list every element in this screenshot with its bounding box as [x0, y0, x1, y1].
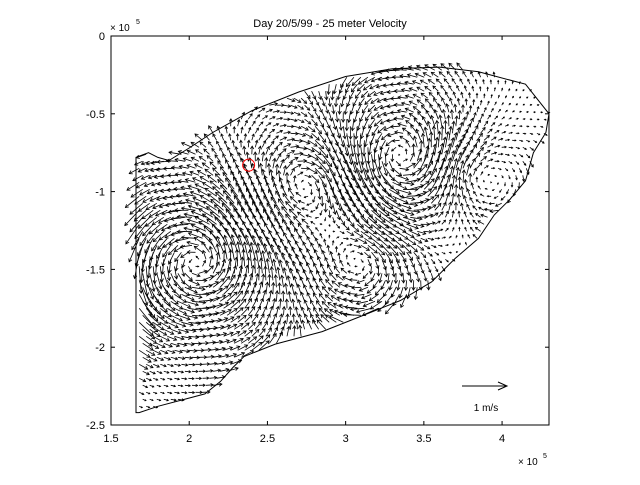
velocity-arrow-shaft: [354, 133, 355, 147]
velocity-arrow: [523, 90, 524, 92]
velocity-arrow: [519, 97, 520, 98]
velocity-arrow-shaft: [273, 283, 274, 295]
velocity-arrow-shaft: [364, 140, 365, 156]
velocity-arrow: [495, 175, 497, 176]
velocity-arrow-shaft: [266, 158, 267, 169]
velocity-arrow-shaft: [279, 283, 280, 294]
velocity-arrow: [516, 104, 518, 105]
velocity-arrow-shaft: [403, 273, 404, 283]
velocity-arrow-shaft: [259, 266, 260, 281]
velocity-arrow-shaft: [172, 203, 185, 204]
velocity-arrow-shaft: [386, 154, 387, 166]
velocity-arrow: [526, 97, 528, 98]
velocity-arrow: [523, 104, 525, 105]
velocity-arrow: [456, 252, 458, 253]
chart-title: Day 20/5/99 - 25 meter Velocity: [253, 18, 407, 30]
